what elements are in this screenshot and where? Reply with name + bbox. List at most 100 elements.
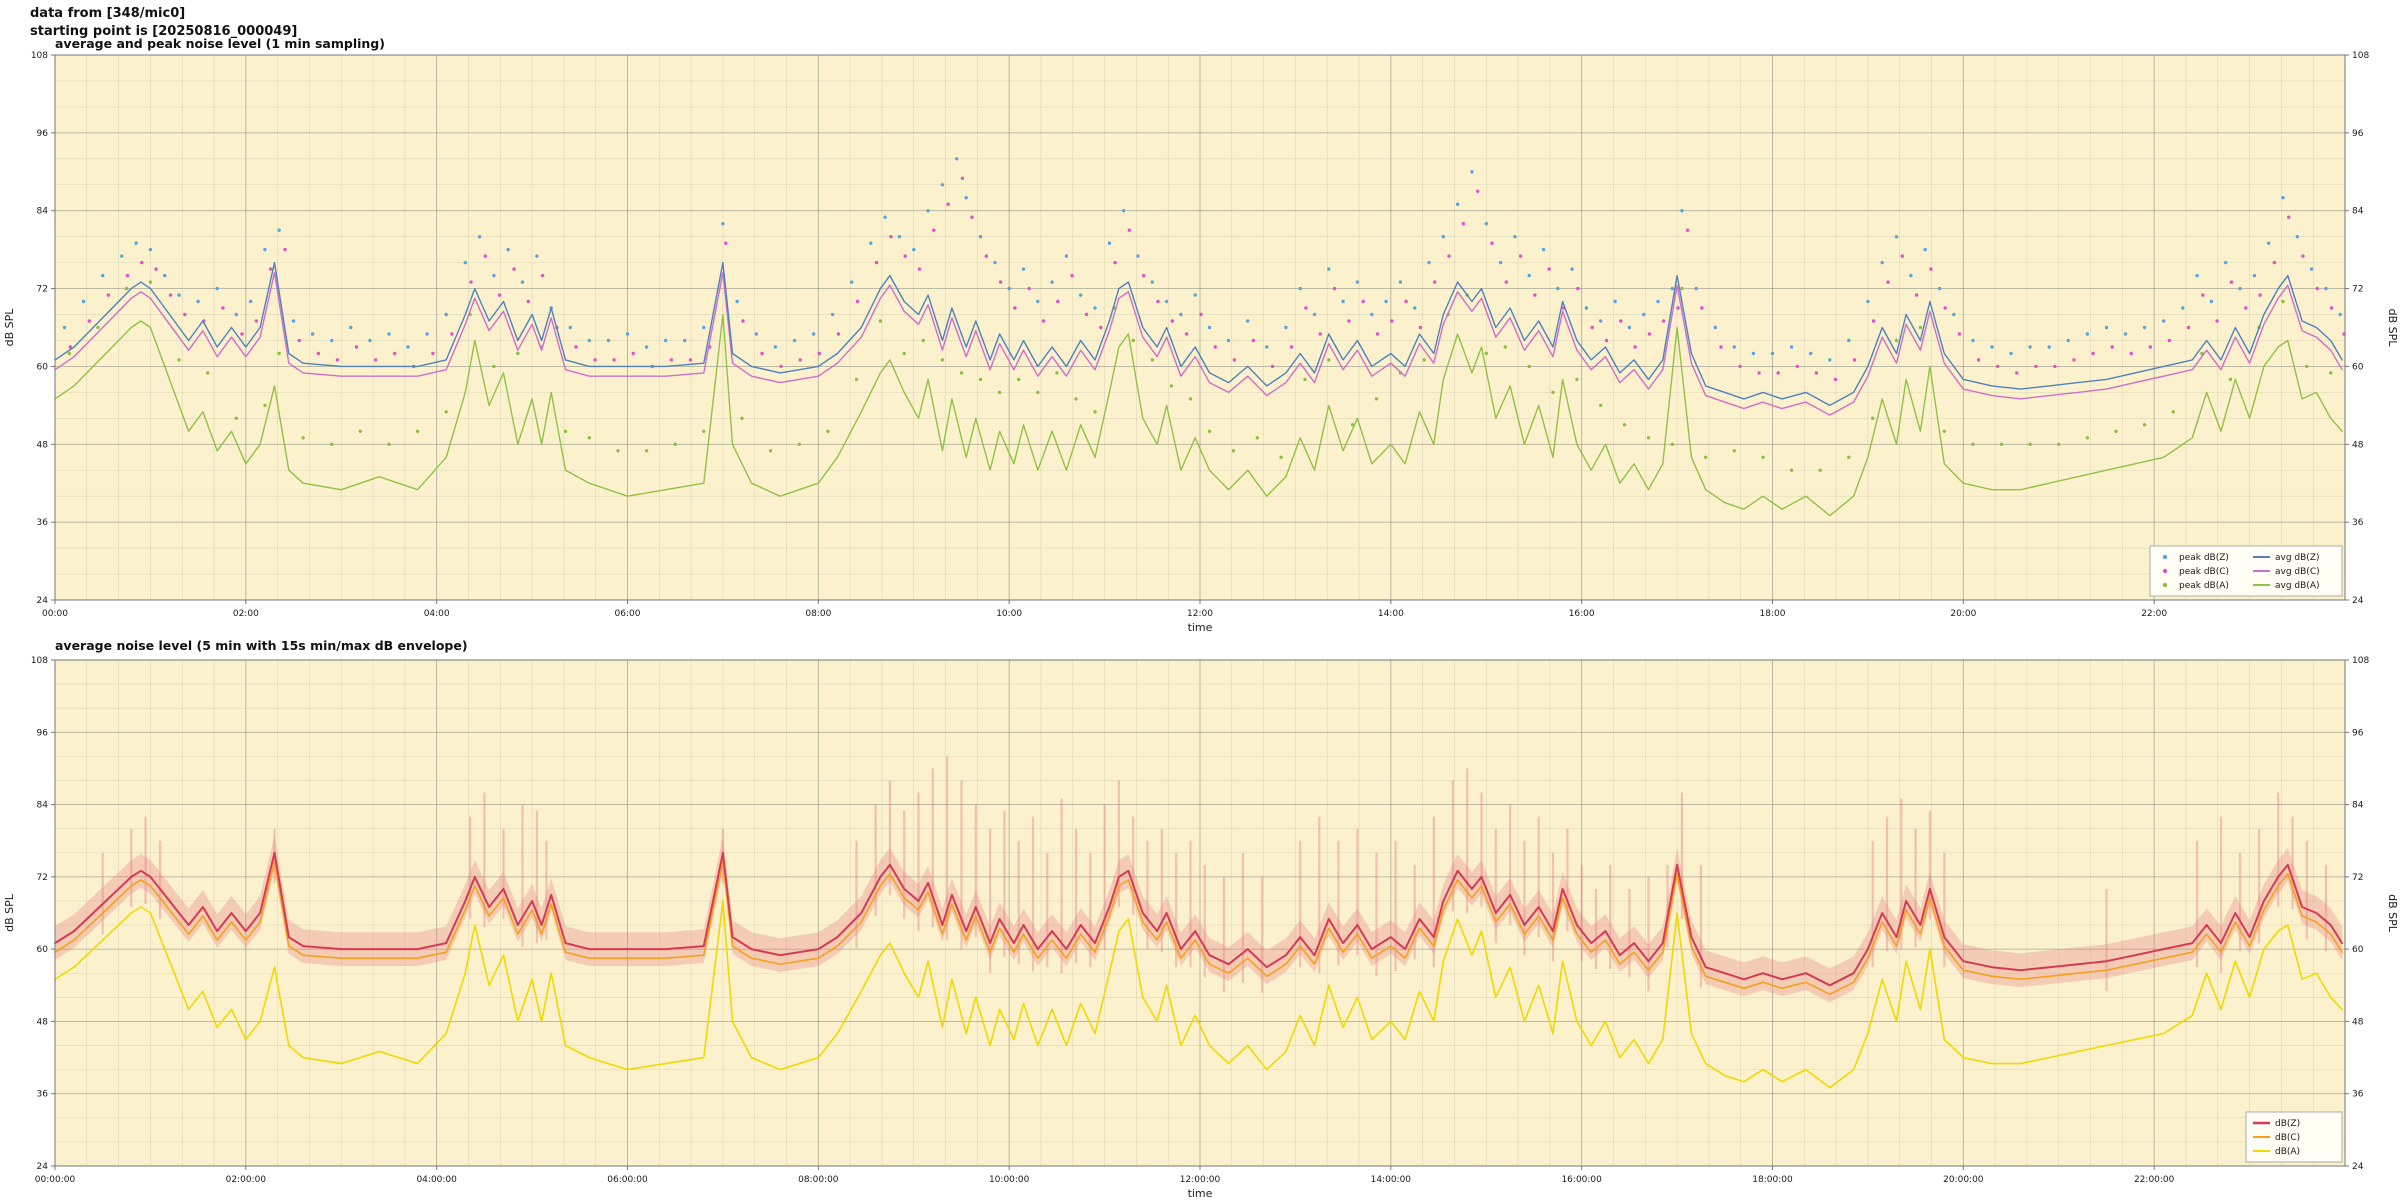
scatter-point-peak-db-z- (406, 345, 410, 349)
x-tick-label: 16:00 (1569, 609, 1595, 619)
scatter-point-peak-db-a- (673, 442, 677, 446)
scatter-point-peak-db-z- (1613, 299, 1617, 304)
scatter-point-peak-db-c- (1251, 338, 1256, 343)
scatter-point-peak-db-c- (2315, 286, 2319, 291)
scatter-point-peak-db-z- (2309, 267, 2314, 271)
x-tick-label: 10:00 (996, 609, 1022, 619)
scatter-point-peak-db-c- (574, 345, 578, 349)
header-line-1: data from [348/mic0] (30, 6, 186, 21)
scatter-point-peak-db-c- (669, 358, 674, 362)
scatter-point-peak-db-z- (850, 280, 854, 284)
scatter-point-peak-db-a- (797, 442, 801, 446)
scatter-point-peak-db-c- (724, 241, 728, 245)
scatter-point-peak-db-a- (1422, 358, 1426, 362)
scatter-point-peak-db-a- (1188, 397, 1193, 401)
scatter-point-peak-db-a- (1942, 429, 1947, 433)
scatter-point-peak-db-c- (1662, 319, 1666, 323)
scatter-point-peak-db-z- (1990, 345, 1994, 349)
scatter-point-peak-db-a- (1484, 351, 1489, 356)
scatter-point-peak-db-c- (1576, 286, 1580, 291)
scatter-point-peak-db-z- (277, 228, 281, 232)
scatter-point-peak-db-a- (1131, 338, 1135, 343)
scatter-point-peak-db-c- (1590, 325, 1594, 330)
scatter-point-peak-db-a- (330, 442, 334, 446)
scatter-point-peak-db-c- (1289, 345, 1294, 349)
y-tick-label-right: 36 (2352, 518, 2364, 528)
scatter-point-peak-db-z- (1384, 299, 1388, 304)
x-tick-label: 06:00:00 (607, 1175, 648, 1185)
scatter-point-peak-db-a- (301, 436, 305, 440)
scatter-point-peak-db-z- (1584, 306, 1589, 310)
scatter-point-peak-db-c- (168, 293, 173, 297)
scatter-point-peak-db-z- (2238, 286, 2242, 291)
scatter-point-peak-db-z- (535, 254, 539, 258)
scatter-point-peak-db-a- (1527, 364, 1531, 369)
x-tick-label: 08:00 (805, 609, 831, 619)
scatter-point-peak-db-a- (1169, 384, 1174, 388)
scatter-point-peak-db-c- (1418, 325, 1423, 330)
scatter-point-peak-db-z- (1107, 241, 1112, 245)
y-tick-label-right: 48 (2352, 1017, 2364, 1027)
series-line-db-a- (54, 900, 2343, 1089)
scatter-point-peak-db-c- (1833, 377, 1838, 382)
scatter-point-peak-db-z- (1866, 299, 1870, 304)
scatter-point-peak-db-c- (2258, 293, 2262, 297)
scatter-point-peak-db-c- (760, 351, 764, 356)
scatter-point-peak-db-z- (444, 312, 448, 317)
scatter-point-peak-db-z- (1470, 170, 1474, 174)
scatter-point-peak-db-z- (940, 183, 945, 187)
scatter-point-peak-db-z- (625, 332, 630, 336)
scatter-point-peak-db-c- (68, 345, 73, 349)
scatter-point-peak-db-c- (1447, 254, 1451, 258)
scatter-point-peak-db-z- (1093, 306, 1097, 310)
y-tick-label-right: 72 (2352, 285, 2363, 295)
scatter-point-peak-db-z- (568, 325, 572, 330)
scatter-point-peak-db-a- (1231, 449, 1236, 453)
scatter-point-peak-db-c- (2167, 338, 2172, 343)
scatter-point-peak-db-z- (1284, 325, 1288, 330)
scatter-point-peak-db-z- (1642, 312, 1646, 317)
legend-label: dB(Z) (2275, 1119, 2300, 1129)
scatter-point-peak-db-a- (768, 449, 773, 453)
scatter-point-peak-db-c- (1433, 280, 1437, 284)
scatter-point-peak-db-a- (2228, 377, 2233, 382)
scatter-point-peak-db-z- (1298, 286, 1302, 291)
series-line-db-c- (54, 861, 2343, 996)
scatter-point-peak-db-z- (1713, 325, 1718, 330)
scatter-point-peak-db-c- (960, 176, 965, 180)
scatter-point-peak-db-z- (1312, 312, 1317, 317)
x-tick-label: 16:00:00 (1561, 1175, 1602, 1185)
scatter-point-peak-db-c- (593, 358, 597, 362)
scatter-point-peak-db-c- (1929, 267, 1933, 271)
scatter-point-peak-db-a- (563, 429, 568, 433)
scatter-point-peak-db-c- (2053, 364, 2057, 369)
scatter-point-peak-db-c- (1633, 345, 1637, 349)
scatter-point-peak-db-z- (492, 273, 496, 278)
scatter-point-peak-db-c- (254, 319, 258, 323)
scatter-point-peak-db-c- (1700, 306, 1704, 310)
scatter-point-peak-db-c- (2215, 319, 2219, 323)
scatter-point-peak-db-c- (540, 273, 545, 278)
scatter-point-peak-db-a- (1622, 423, 1627, 427)
scatter-point-peak-db-z- (1226, 338, 1231, 343)
scatter-point-peak-db-z- (2209, 299, 2214, 304)
scatter-point-peak-db-a- (2281, 299, 2285, 304)
scatter-point-peak-db-c- (1127, 228, 1132, 232)
scatter-point-peak-db-c- (2072, 358, 2076, 362)
scatter-point-peak-db-z- (2028, 345, 2032, 349)
scatter-point-peak-db-z- (955, 157, 959, 161)
scatter-point-peak-db-c- (2272, 260, 2277, 265)
legend-label: avg dB(Z) (2275, 553, 2320, 563)
scatter-point-peak-db-c- (1518, 254, 1523, 258)
scatter-point-peak-db-c- (1957, 332, 1962, 336)
scatter-point-peak-db-c- (1647, 332, 1652, 336)
scatter-point-peak-db-a- (1575, 377, 1579, 382)
scatter-point-peak-db-c- (497, 293, 502, 297)
legend-label: avg dB(C) (2275, 567, 2320, 577)
scatter-point-peak-db-z- (1670, 286, 1675, 291)
scatter-point-peak-db-c- (431, 351, 435, 356)
scatter-point-peak-db-z- (1021, 267, 1026, 271)
scatter-point-peak-db-c- (688, 358, 693, 362)
series-line-db-z- (54, 851, 2344, 987)
scatter-point-peak-db-c- (1213, 345, 1218, 349)
